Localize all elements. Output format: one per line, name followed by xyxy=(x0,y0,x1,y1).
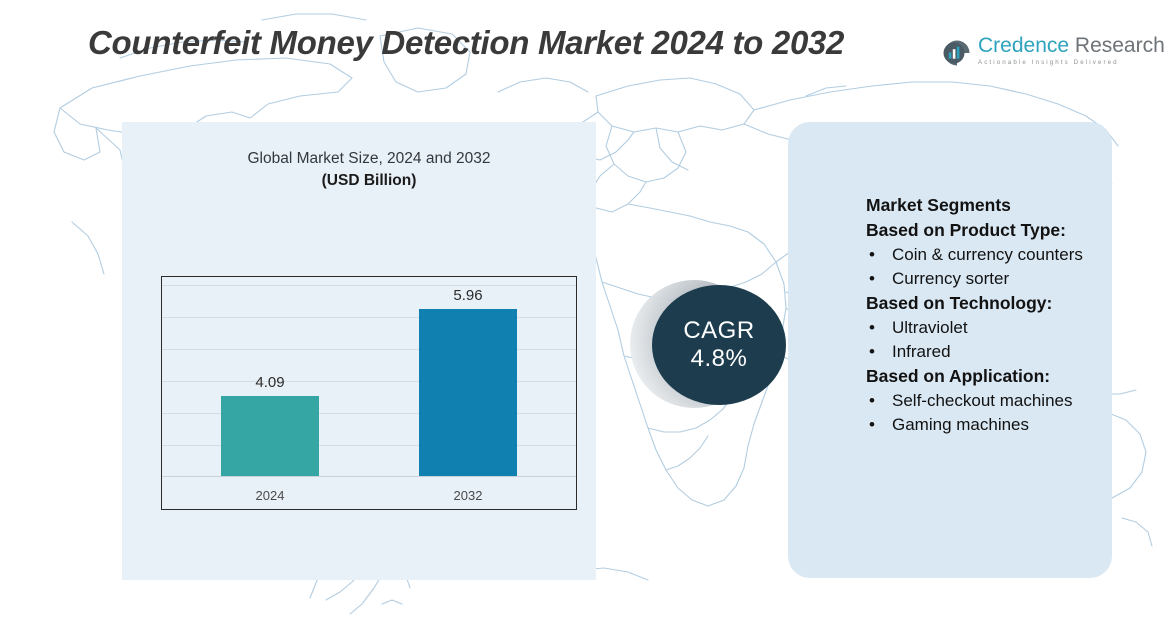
bullet-icon: • xyxy=(869,318,875,337)
logo-wordmark: Credence Research xyxy=(978,34,1165,58)
segment-list-technology: • Ultraviolet • Infrared xyxy=(866,316,1116,364)
segment-list-application: • Self-checkout machines • Gaming machines xyxy=(866,389,1116,437)
bar-chart-circle-icon xyxy=(943,40,970,66)
list-item: • Self-checkout machines xyxy=(866,389,1116,413)
market-segments-block: Market Segments Based on Product Type: •… xyxy=(866,193,1116,437)
list-item: • Gaming machines xyxy=(866,413,1116,437)
list-item: • Currency sorter xyxy=(866,267,1116,291)
logo-tagline: Actionable Insights Delivered xyxy=(978,59,1119,66)
chart-panel xyxy=(122,122,596,580)
logo-name-primary: Credence xyxy=(978,34,1070,57)
bullet-icon: • xyxy=(869,269,875,288)
chart-title-line2: (USD Billion) xyxy=(321,172,417,189)
segment-group-title-product-type: Based on Product Type: xyxy=(866,220,1066,240)
bullet-icon: • xyxy=(869,415,875,434)
chart-title: Global Market Size, 2024 and 2032 (USD B… xyxy=(161,148,577,192)
bullet-icon: • xyxy=(869,245,875,264)
bullet-icon: • xyxy=(869,391,875,410)
list-item: • Ultraviolet xyxy=(866,316,1116,340)
bar-2024 xyxy=(221,396,319,476)
bar-chart-plot: 4.09 2024 5.96 2032 xyxy=(161,276,577,510)
list-item: • Coin & currency counters xyxy=(866,243,1116,267)
page-title: Counterfeit Money Detection Market 2024 … xyxy=(88,24,845,61)
list-item-label: Infrared xyxy=(892,342,951,361)
cagr-value: 4.8% xyxy=(690,345,748,372)
list-item-label: Coin & currency counters xyxy=(892,245,1083,264)
bullet-icon: • xyxy=(869,342,875,361)
list-item-label: Self-checkout machines xyxy=(892,391,1073,410)
bar-2032 xyxy=(419,309,517,476)
bar-category-label-2032: 2032 xyxy=(453,488,483,503)
bar-category-label-2024: 2024 xyxy=(255,488,285,503)
logo-name-secondary: Research xyxy=(1069,34,1165,57)
segments-panel xyxy=(788,122,1112,578)
brand-logo[interactable]: Credence Research Actionable Insights De… xyxy=(942,34,1165,74)
cagr-label: CAGR xyxy=(683,317,755,344)
segment-group-title-application: Based on Application: xyxy=(866,366,1051,386)
list-item-label: Currency sorter xyxy=(892,269,1010,288)
cagr-circle: CAGR 4.8% xyxy=(652,285,786,405)
list-item-label: Gaming machines xyxy=(892,415,1030,434)
logo-text-block: Credence Research Actionable Insights De… xyxy=(978,34,1165,66)
segment-group-title-technology: Based on Technology: xyxy=(866,293,1053,313)
segments-heading: Market Segments xyxy=(866,195,1011,215)
chart-title-line1: Global Market Size, 2024 and 2032 xyxy=(247,150,491,167)
segment-list-product-type: • Coin & currency counters • Currency sort… xyxy=(866,243,1116,291)
list-item-label: Ultraviolet xyxy=(892,318,968,337)
gridlines xyxy=(162,277,576,509)
cagr-badge: CAGR 4.8% xyxy=(630,280,800,412)
bar-value-label-2032: 5.96 xyxy=(453,287,483,304)
bar-value-label-2024: 4.09 xyxy=(255,374,285,391)
list-item: • Infrared xyxy=(866,340,1116,364)
